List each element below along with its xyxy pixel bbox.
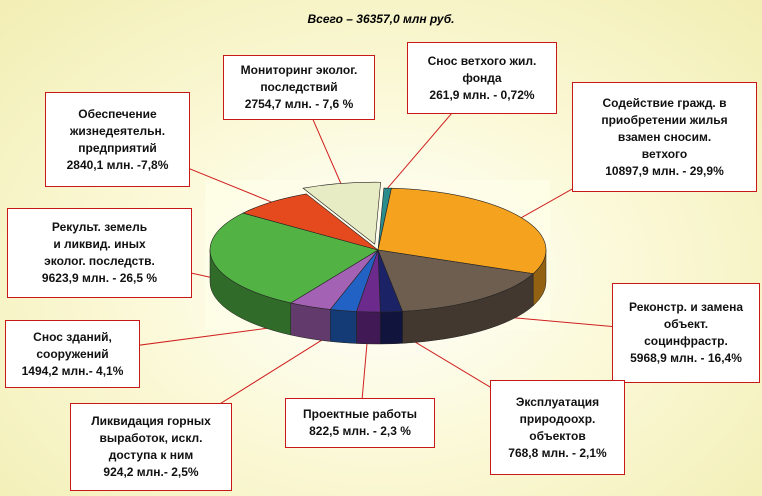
slice-label: Содействие гражд. в приобретении жилья в…	[572, 82, 757, 192]
category-label: Проектные работы	[303, 407, 417, 421]
category-label: Эксплуатация природоохр. объектов	[515, 394, 600, 443]
chart-title: Всего – 36357,0 млн руб.	[307, 12, 454, 26]
slice-label: Рекульт. земель и ликвид. иных эколог. п…	[7, 208, 192, 298]
value-label: 9623,9 млн. - 26,5 %	[41, 271, 158, 285]
slice	[377, 187, 547, 275]
category-label: Снос ветхого жил. фонда	[427, 53, 537, 85]
category-label: Снос зданий, сооружений	[33, 329, 112, 361]
slice	[377, 249, 534, 312]
value-label: 924,2 млн.- 2,5%	[103, 465, 199, 479]
slice-label: Обеспечение жизнедеятельн. предприятий 28…	[45, 92, 190, 187]
value-label: 10897,9 млн. - 29,9%	[605, 163, 724, 178]
slice-label: Снос ветхого жил. фонда 261,9 млн. - 0,72…	[407, 42, 557, 114]
value-label: 2840,1 млн. -7,8%	[66, 157, 169, 172]
value-label: 822,5 млн. - 2,3 %	[309, 424, 411, 438]
category-label: Обеспечение жизнедеятельн. предприятий	[69, 106, 166, 155]
slice	[302, 181, 381, 245]
slice-side	[330, 309, 357, 344]
value-label: 261,9 млн. - 0,72%	[429, 87, 535, 102]
slice-side	[380, 311, 403, 345]
slice-side	[356, 311, 381, 345]
slice-label: Реконстр. и замена объект. социнфрастр. 5…	[612, 283, 760, 383]
slice-label: Мониторинг эколог. последствий 2754,7 млн…	[223, 55, 375, 120]
value-label: 768,8 млн. - 2,1%	[508, 445, 607, 460]
category-label: Содействие гражд. в приобретении жилья в…	[601, 95, 728, 161]
category-label: Ликвидация горных выработок, искл. досту…	[91, 414, 211, 462]
category-label: Рекульт. земель и ликвид. иных эколог. п…	[44, 220, 155, 268]
slice-label: Снос зданий, сооружений 1494,2 млн.- 4,1%	[5, 320, 140, 388]
slice	[209, 212, 379, 304]
slice-label: Ликвидация горных выработок, искл. досту…	[70, 403, 232, 491]
value-label: 1494,2 млн.- 4,1%	[21, 363, 124, 378]
value-label: 2754,7 млн. - 7,6 %	[244, 97, 354, 111]
value-label: 5968,9 млн. - 16,4%	[630, 351, 742, 365]
slice	[242, 193, 379, 251]
category-label: Мониторинг эколог. последствий	[240, 63, 358, 94]
category-label: Реконстр. и замена объект. социнфрастр.	[628, 300, 744, 348]
slice-label: Проектные работы 822,5 млн. - 2,3 %	[285, 398, 435, 448]
slice-label: Эксплуатация природоохр. объектов 768,8 м…	[490, 380, 625, 475]
